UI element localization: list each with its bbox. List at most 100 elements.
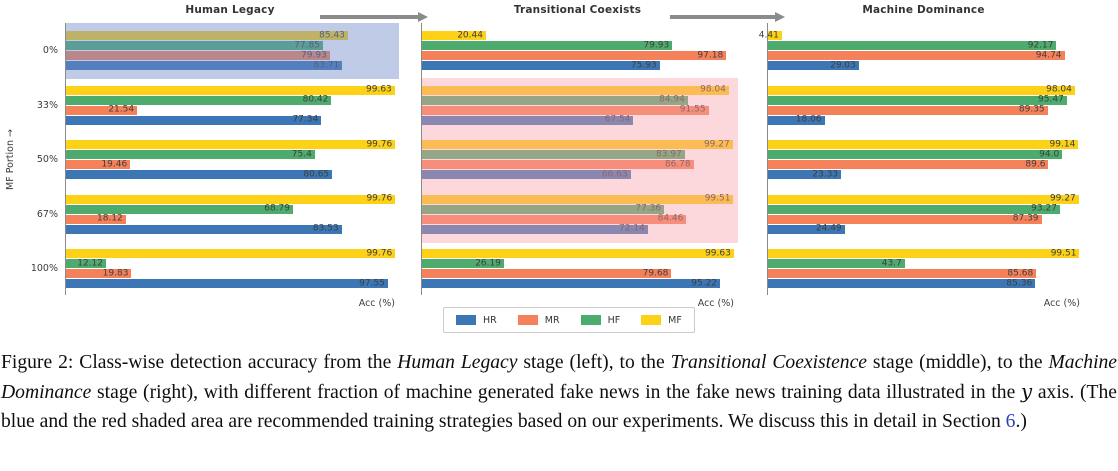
bar-value-label: 84.94 (659, 94, 685, 105)
chart-legend: HR MR HF MF (443, 307, 695, 333)
bar-row: 80.42 (66, 94, 396, 105)
bar-row: 85.43 (66, 31, 396, 40)
bar-HR: 66.63 (422, 169, 631, 180)
bar-HF: 94.0 (768, 149, 1063, 160)
bar-value-label: 89.6 (1025, 159, 1046, 170)
bar-row: 87.39 (768, 214, 1081, 224)
bar-row: 68.79 (66, 204, 396, 214)
bar-value-label: 80.42 (302, 94, 329, 105)
bar-row: 98.04 (768, 84, 1081, 95)
arrow-shaft (320, 15, 418, 19)
bar-row: 66.63 (422, 169, 735, 180)
bar-value-label: 99.76 (366, 193, 393, 204)
bar-HR: 24.49 (768, 223, 845, 234)
bar-value-label: 66.63 (601, 169, 628, 180)
bar-value-label: 18.06 (795, 114, 822, 125)
bar-MF: 99.76 (66, 140, 396, 150)
bar-value-label: 99.76 (366, 248, 393, 259)
bar-HF: 12.12 (66, 259, 106, 269)
bar-value-label: 89.35 (1018, 104, 1045, 115)
bar-row: 99.27 (768, 193, 1081, 204)
legend-item-mr: MR (517, 315, 560, 326)
bar-row: 72.14 (422, 224, 735, 234)
section-6-link[interactable]: 6 (1005, 410, 1016, 432)
bar-HR: 80.65 (66, 170, 333, 180)
bar-value-label: 20.44 (457, 30, 483, 40)
bar-row: 79.93 (66, 51, 396, 60)
bar-value-label: 79.93 (643, 40, 670, 50)
bar-value-label: 83.97 (656, 149, 682, 160)
caption-text: stage (right), with different fraction o… (91, 381, 1022, 403)
bar-value-label: 99.63 (705, 248, 731, 259)
bar-MR: 85.68 (768, 269, 1037, 279)
bar-MR: 19.46 (66, 159, 131, 170)
bar-value-label: 77.85 (294, 40, 320, 50)
legend-item-hf: HF (580, 315, 620, 326)
bar-MF: 99.27 (422, 139, 733, 150)
bar-row: 99.76 (66, 140, 396, 150)
panel-title-human-legacy: Human Legacy (185, 4, 275, 16)
bar-row: 83.53 (66, 224, 396, 234)
bar-HF: 95.47 (768, 95, 1067, 105)
bar-value-label: 23.33 (812, 169, 839, 180)
bar-value-label: 94.0 (1039, 149, 1060, 160)
bar-HR: 72.14 (422, 224, 648, 234)
legend-label: MF (668, 314, 682, 326)
bar-row: 99.63 (66, 85, 396, 95)
bar-row: 83.71 (66, 61, 396, 70)
bar-value-label: 19.46 (101, 159, 128, 170)
x-axis-label: Acc (%) (697, 298, 734, 309)
panel-title-transitional-coexists: Transitional Coexists (513, 4, 642, 16)
caption-italic-text: Machine Dominance (1, 352, 1118, 403)
bar-row: 95.22 (422, 279, 735, 289)
highlight-region-blue (66, 23, 400, 79)
bar-row: 75.4 (66, 150, 396, 160)
bar-row: 99.76 (66, 193, 396, 204)
bar-HR: 77.34 (66, 115, 322, 125)
bar-value-label: 94.74 (1035, 50, 1062, 60)
bar-HR: 97.55 (66, 279, 388, 289)
bar-row: 23.33 (768, 169, 1081, 180)
bar-row: 4.41 (759, 31, 1081, 40)
bar-row: 92.17 (768, 41, 1081, 50)
bar-MF: 85.43 (66, 31, 348, 40)
bar-value-label: 77.36 (635, 203, 662, 214)
bar-row: 99.51 (422, 193, 735, 204)
caption-text: Figure 2: Class-wise detection accuracy … (1, 352, 398, 373)
bar-HF: 77.85 (66, 41, 323, 50)
bar-HF: 93.27 (768, 204, 1060, 214)
bar-value-label: 75.93 (630, 60, 657, 70)
figure-2-chart: MF Portion → Human Legacy 85.43 77.85 79.93… (5, 4, 1081, 333)
bar-row: 99.51 (768, 249, 1081, 259)
bar-value-label: 21.54 (108, 104, 135, 115)
bar-row: 91.55 (422, 105, 735, 115)
bar-value-label: 85.43 (319, 30, 345, 40)
legend-label: HR (483, 314, 497, 326)
bar-HF: 43.7 (768, 259, 905, 269)
bar-value-label: 99.27 (1049, 193, 1076, 204)
bar-row: 84.46 (422, 214, 735, 224)
bar-value-label: 24.49 (815, 223, 842, 234)
bar-row: 84.94 (422, 94, 735, 105)
bar-row: 99.27 (422, 139, 735, 150)
bar-MR: 19.83 (66, 269, 132, 279)
bar-value-label: 99.27 (703, 139, 730, 150)
bar-row: 19.46 (66, 159, 396, 170)
y-tick-label: 33% (36, 99, 58, 111)
bar-row: 77.36 (422, 203, 735, 214)
chart-panel-machine-dominance: 4.41 92.17 94.74 29.03 98.04 95.47 89.35 18.06 9… (759, 23, 1081, 295)
bar-row: 85.36 (768, 279, 1081, 289)
bar-value-label: 98.04 (1046, 84, 1072, 95)
bar-row: 93.27 (768, 204, 1081, 214)
legend-item-hr: HR (456, 315, 497, 326)
bar-row: 83.97 (422, 149, 735, 160)
plot-area: 20.44 79.93 97.18 75.93 98.04 84.94 91.55 67.54… (422, 23, 739, 295)
bar-HF: 92.17 (768, 41, 1057, 50)
bar-value-label: 99.51 (704, 193, 731, 204)
bar-row: 77.85 (66, 41, 396, 50)
bar-value-label: 98.04 (700, 84, 726, 95)
legend-swatch-icon (580, 315, 601, 325)
bar-row: 29.03 (768, 61, 1081, 70)
bar-MR: 84.46 (422, 214, 687, 224)
y-tick-label: 0% (42, 45, 58, 56)
